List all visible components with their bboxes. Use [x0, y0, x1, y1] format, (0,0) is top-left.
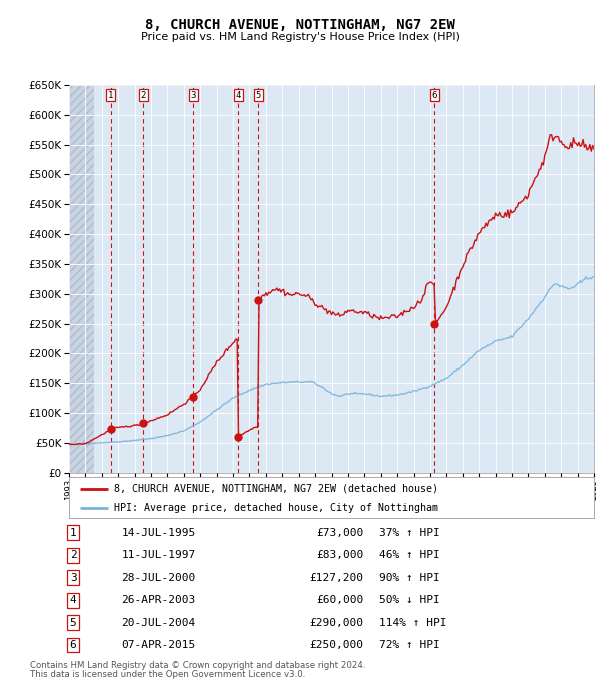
Text: 5: 5 — [70, 617, 76, 628]
Text: 3: 3 — [70, 573, 76, 583]
Text: 6: 6 — [70, 640, 76, 650]
Text: 8, CHURCH AVENUE, NOTTINGHAM, NG7 2EW (detached house): 8, CHURCH AVENUE, NOTTINGHAM, NG7 2EW (d… — [113, 483, 437, 494]
Text: This data is licensed under the Open Government Licence v3.0.: This data is licensed under the Open Gov… — [30, 670, 305, 679]
Text: Contains HM Land Registry data © Crown copyright and database right 2024.: Contains HM Land Registry data © Crown c… — [30, 660, 365, 670]
Text: 28-JUL-2000: 28-JUL-2000 — [121, 573, 196, 583]
Text: 2: 2 — [140, 91, 146, 100]
Text: 90% ↑ HPI: 90% ↑ HPI — [379, 573, 440, 583]
Text: £73,000: £73,000 — [316, 528, 363, 538]
Text: 3: 3 — [191, 91, 196, 100]
Text: £60,000: £60,000 — [316, 595, 363, 605]
Text: 20-JUL-2004: 20-JUL-2004 — [121, 617, 196, 628]
Text: £250,000: £250,000 — [309, 640, 363, 650]
Text: £290,000: £290,000 — [309, 617, 363, 628]
Text: Price paid vs. HM Land Registry's House Price Index (HPI): Price paid vs. HM Land Registry's House … — [140, 33, 460, 42]
Text: £83,000: £83,000 — [316, 550, 363, 560]
Text: 8, CHURCH AVENUE, NOTTINGHAM, NG7 2EW: 8, CHURCH AVENUE, NOTTINGHAM, NG7 2EW — [145, 18, 455, 32]
Text: 4: 4 — [70, 595, 76, 605]
Text: 4: 4 — [236, 91, 241, 100]
Text: HPI: Average price, detached house, City of Nottingham: HPI: Average price, detached house, City… — [113, 503, 437, 513]
Text: 37% ↑ HPI: 37% ↑ HPI — [379, 528, 440, 538]
Text: 1: 1 — [70, 528, 76, 538]
Text: 26-APR-2003: 26-APR-2003 — [121, 595, 196, 605]
Text: 14-JUL-1995: 14-JUL-1995 — [121, 528, 196, 538]
Text: £127,200: £127,200 — [309, 573, 363, 583]
Bar — [69, 85, 94, 473]
Text: 5: 5 — [256, 91, 261, 100]
Text: 50% ↓ HPI: 50% ↓ HPI — [379, 595, 440, 605]
Text: 07-APR-2015: 07-APR-2015 — [121, 640, 196, 650]
Text: 6: 6 — [431, 91, 437, 100]
Text: 72% ↑ HPI: 72% ↑ HPI — [379, 640, 440, 650]
Text: 11-JUL-1997: 11-JUL-1997 — [121, 550, 196, 560]
Text: 114% ↑ HPI: 114% ↑ HPI — [379, 617, 446, 628]
Text: 1: 1 — [108, 91, 113, 100]
Text: 46% ↑ HPI: 46% ↑ HPI — [379, 550, 440, 560]
Text: 2: 2 — [70, 550, 76, 560]
